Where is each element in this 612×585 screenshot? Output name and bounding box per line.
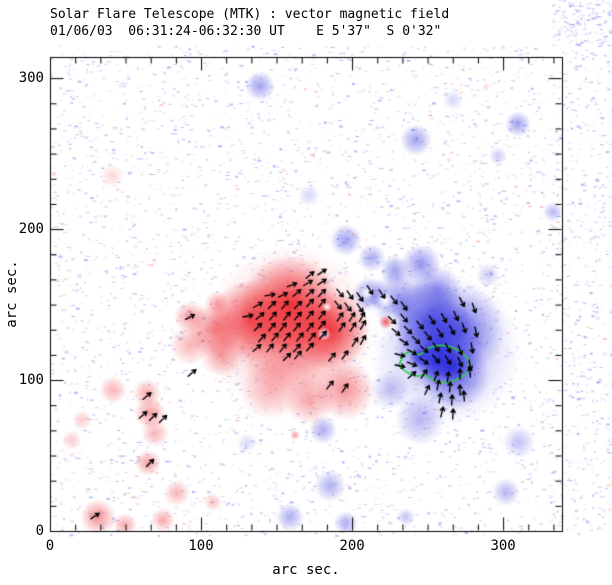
- y-axis-title: arc sec.: [4, 260, 20, 328]
- x-tick-label: 100: [188, 538, 214, 554]
- y-tick-label: 0: [35, 523, 44, 539]
- figure-subtitle: 01/06/03 06:31:24-06:32:30 UT E 5'37" S …: [50, 24, 442, 39]
- x-tick-label: 300: [490, 538, 516, 554]
- y-tick-label: 200: [18, 221, 44, 238]
- x-tick-label: 0: [45, 538, 55, 554]
- x-axis-title: arc sec.: [272, 562, 340, 578]
- y-tick-label: 300: [18, 70, 44, 87]
- x-tick-label: 200: [339, 538, 365, 554]
- figure-title: Solar Flare Telescope (MTK) : vector mag…: [50, 7, 450, 22]
- y-tick-label: 100: [18, 372, 44, 389]
